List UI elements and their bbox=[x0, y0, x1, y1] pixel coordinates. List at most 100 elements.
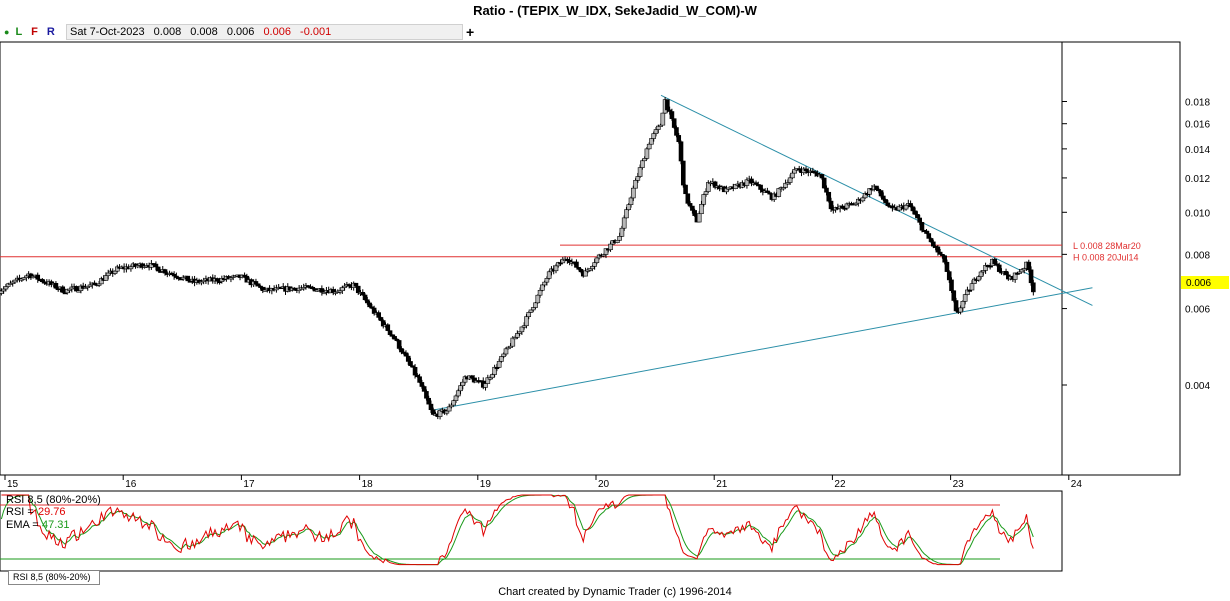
candle-body bbox=[690, 205, 695, 211]
candle-body bbox=[499, 356, 504, 362]
candle-body bbox=[644, 148, 650, 159]
candle-body bbox=[362, 294, 368, 301]
trendline[interactable] bbox=[660, 94, 1093, 306]
x-tick-label: 20 bbox=[598, 479, 610, 490]
candle-body bbox=[519, 326, 525, 333]
candle-body bbox=[367, 302, 372, 308]
candle-body bbox=[530, 307, 536, 311]
candle-body bbox=[594, 257, 600, 263]
candle-body bbox=[640, 160, 645, 168]
candle-body bbox=[635, 176, 641, 181]
candle-body bbox=[821, 177, 827, 189]
quote-open: 0.008 bbox=[153, 26, 182, 38]
rsi-tab[interactable]: RSI 8,5 (80%-20%) bbox=[8, 571, 100, 585]
candle-body bbox=[590, 266, 595, 270]
candle-body bbox=[671, 118, 677, 128]
candle-body bbox=[703, 191, 709, 195]
candle-body bbox=[608, 243, 613, 250]
candle-body bbox=[944, 261, 950, 272]
candle-body bbox=[405, 355, 411, 362]
level-label: L 0.008 28Mar20 bbox=[1073, 241, 1141, 251]
y-tick-label: 0.008 bbox=[1185, 250, 1210, 261]
candle-body bbox=[758, 184, 763, 190]
candle-body bbox=[701, 194, 707, 205]
candle-body bbox=[676, 135, 682, 143]
level-label: H 0.008 20Jul14 bbox=[1073, 253, 1139, 263]
candle-body bbox=[860, 197, 866, 202]
candle-body bbox=[949, 279, 954, 292]
candle-body bbox=[446, 406, 452, 412]
candle-body bbox=[553, 265, 559, 272]
candle-body bbox=[319, 288, 325, 293]
quote-low: 0.006 bbox=[226, 26, 255, 38]
quote-close: 0.006 bbox=[263, 26, 291, 38]
add-icon[interactable]: + bbox=[466, 24, 475, 40]
candle-body bbox=[428, 403, 434, 411]
candle-body bbox=[408, 361, 413, 366]
candle-body bbox=[185, 275, 191, 282]
candle-body bbox=[692, 210, 697, 216]
candle-body bbox=[776, 188, 782, 197]
candle-body bbox=[355, 285, 361, 294]
candle-body bbox=[128, 266, 134, 270]
candle-body bbox=[908, 203, 913, 208]
candle-body bbox=[3, 286, 9, 290]
candle-body bbox=[503, 348, 509, 355]
candle-body bbox=[649, 138, 654, 145]
candle-body bbox=[112, 270, 118, 274]
rsi-title: RSI 8,5 (80%-20%) bbox=[6, 494, 101, 506]
candle-body bbox=[460, 381, 466, 386]
candle-body bbox=[699, 204, 704, 215]
candle-body bbox=[592, 262, 597, 267]
candle-body bbox=[915, 214, 920, 219]
candle-body bbox=[903, 204, 909, 210]
x-tick-label: 24 bbox=[1071, 479, 1083, 490]
candle-body bbox=[537, 290, 543, 296]
trendline[interactable] bbox=[432, 287, 1093, 411]
f-button[interactable]: F bbox=[31, 26, 38, 38]
candle-body bbox=[528, 309, 534, 313]
candle-body bbox=[524, 316, 529, 327]
candle-body bbox=[931, 241, 936, 247]
candle-body bbox=[255, 283, 261, 287]
candle-body bbox=[53, 283, 59, 289]
candle-body bbox=[824, 187, 829, 193]
candle-body bbox=[680, 160, 686, 186]
status-dot-icon: ● bbox=[4, 27, 10, 37]
candle-body bbox=[0, 290, 4, 294]
candle-body bbox=[412, 366, 418, 376]
ema-value: 47.31 bbox=[42, 519, 70, 531]
candle-body bbox=[360, 292, 366, 296]
candle-body bbox=[926, 233, 932, 239]
toolbar: ● L F R bbox=[4, 24, 61, 40]
candle-body bbox=[1028, 269, 1034, 284]
candle-body bbox=[912, 210, 918, 215]
r-button[interactable]: R bbox=[46, 26, 55, 38]
l-button[interactable]: L bbox=[15, 26, 23, 38]
candle-body bbox=[1031, 282, 1036, 293]
quote-high: 0.008 bbox=[190, 26, 218, 38]
candle-body bbox=[533, 302, 538, 308]
candle-body bbox=[883, 199, 888, 204]
candle-body bbox=[874, 185, 879, 190]
candle-body bbox=[917, 217, 922, 223]
candle-body bbox=[378, 317, 384, 321]
candle-body bbox=[669, 111, 675, 119]
candle-body bbox=[790, 172, 795, 179]
candle-body bbox=[544, 278, 550, 283]
candle-body bbox=[103, 275, 109, 281]
candle-body bbox=[819, 174, 825, 179]
last-price-label: 0.006 bbox=[1186, 278, 1211, 289]
ema-value-label: EMA = bbox=[6, 519, 39, 531]
candle-body bbox=[403, 352, 409, 357]
candle-body bbox=[526, 312, 532, 317]
y-tick-label: 0.018 bbox=[1185, 98, 1210, 109]
candle-body bbox=[958, 307, 963, 313]
y-tick-label: 0.010 bbox=[1185, 208, 1210, 219]
candle-body bbox=[976, 276, 982, 281]
y-tick-label: 0.014 bbox=[1185, 145, 1210, 156]
footer-credit: Chart created by Dynamic Trader (c) 1996… bbox=[498, 586, 732, 598]
candle-body bbox=[215, 278, 220, 282]
candle-body bbox=[417, 376, 422, 383]
